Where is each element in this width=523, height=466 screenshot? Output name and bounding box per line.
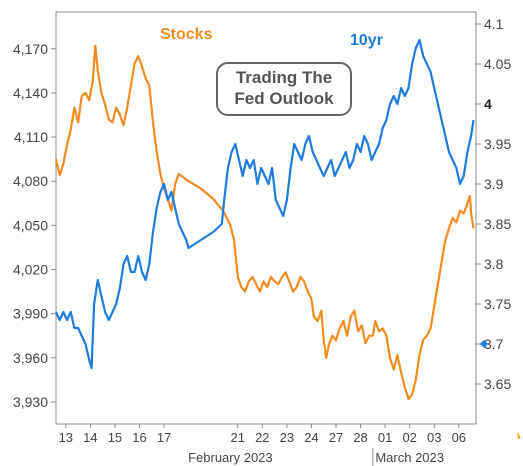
right-tick-label: 3.8 [484,256,504,272]
left-axis-ticks: 4,170 4,140 4,110 4,080 4,050 4,020 3,990 3,960… [13,41,56,410]
series-label-stocks: Stocks [160,26,213,43]
cursor-glyph [517,432,521,439]
x-tick-label: 06 [452,430,466,445]
10yr-series [55,38,475,370]
x-tick-label: 14 [83,430,97,445]
svg-text:Stocks: Stocks [160,26,213,43]
series-line [54,44,475,401]
x-tick-label: 03 [427,430,441,445]
x-tick-label: 27 [329,430,343,445]
x-tick-label: 23 [280,430,294,445]
last-value-marker [480,340,488,348]
x-tick-label: 02 [402,430,416,445]
stocks-series [54,44,475,401]
left-tick-label: 4,110 [14,129,48,145]
left-tick-label: 4,170 [13,41,48,57]
x-tick-label: 24 [304,430,318,445]
right-tick-label: 3.75 [484,296,511,312]
left-tick-label: 3,990 [13,306,48,322]
x-tick-label: 28 [353,430,367,445]
x-tick-label: 16 [132,430,146,445]
x-axis-ticks: 13 14 15 16 17 21 22 23 24 27 28 01 02 03 06 [59,424,466,445]
right-tick-label: 4 [484,96,492,112]
x-tick-label: 13 [59,430,73,445]
left-tick-label: 3,930 [13,394,48,410]
x-tick-label: 17 [157,430,171,445]
right-tick-label: 3.95 [484,136,511,152]
right-tick-label: 4.05 [484,56,511,72]
right-axis-ticks: 4.1 4.05 4 3.95 3.9 3.85 3.8 3.75 3.7 3.65 [476,16,511,392]
month-label: February 2023 [188,450,273,465]
left-tick-label: 4,140 [13,85,48,101]
left-tick-label: 3,960 [13,350,48,366]
month-label: March 2023 [375,450,444,465]
x-tick-label: 15 [108,430,122,445]
right-tick-label: 4.1 [484,16,504,32]
left-tick-label: 4,050 [13,217,48,233]
x-tick-label: 21 [231,430,245,445]
series-line [55,38,475,370]
left-tick-label: 4,020 [13,262,48,278]
right-tick-label: 3.65 [484,376,511,392]
last-value-diamond [480,340,488,348]
chart-title: Trading The Fed Outlook [216,62,352,116]
series-label-10yr: 10yr [350,32,383,49]
right-tick-label: 3.9 [484,176,504,192]
svg-text:Fed Outlook: Fed Outlook [234,89,334,108]
x-tick-label: 01 [378,430,392,445]
right-tick-label: 3.7 [484,336,504,352]
svg-text:10yr: 10yr [350,32,383,49]
right-tick-label: 3.85 [484,216,511,232]
month-labels: February 2023 March 2023 [188,448,444,466]
left-tick-label: 4,080 [13,173,48,189]
svg-text:Trading The: Trading The [236,68,332,87]
x-tick-label: 22 [255,430,269,445]
